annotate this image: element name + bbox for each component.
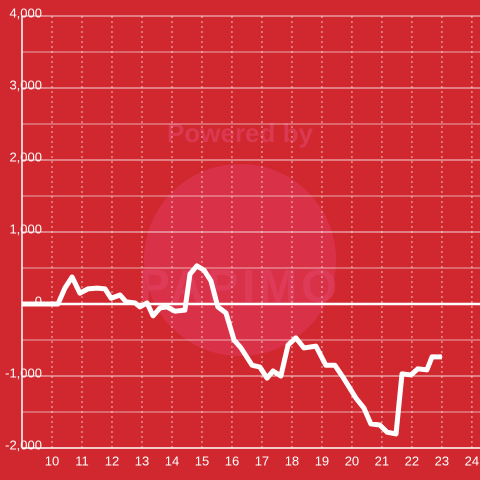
y-tick-label: -2,000 (5, 437, 42, 452)
x-tick-label: 15 (195, 453, 209, 468)
x-tick-label: 19 (315, 453, 329, 468)
x-tick-label: 23 (435, 453, 449, 468)
x-tick-label: 24 (465, 453, 479, 468)
y-tick-label: -1,000 (5, 365, 42, 380)
y-tick-label: 4,000 (9, 5, 42, 20)
y-tick-label: 0 (35, 293, 42, 308)
data-line (22, 263, 442, 437)
x-tick-label: 22 (405, 453, 419, 468)
x-tick-label: 18 (285, 453, 299, 468)
x-tick-label: 14 (165, 453, 179, 468)
y-tick-label: 1,000 (9, 221, 42, 236)
y-tick-label: 3,000 (9, 77, 42, 92)
y-tick-label: 2,000 (9, 149, 42, 164)
x-tick-label: 11 (75, 453, 89, 468)
watermark-circle (144, 164, 336, 356)
x-tick-label: 12 (105, 453, 119, 468)
x-tick-label: 21 (375, 453, 389, 468)
watermark: Powered by (167, 118, 313, 148)
x-tick-label: 13 (135, 453, 149, 468)
x-tick-label: 17 (255, 453, 269, 468)
x-tick-label: 16 (225, 453, 239, 468)
x-tick-label: 20 (345, 453, 359, 468)
x-tick-label: 10 (45, 453, 59, 468)
